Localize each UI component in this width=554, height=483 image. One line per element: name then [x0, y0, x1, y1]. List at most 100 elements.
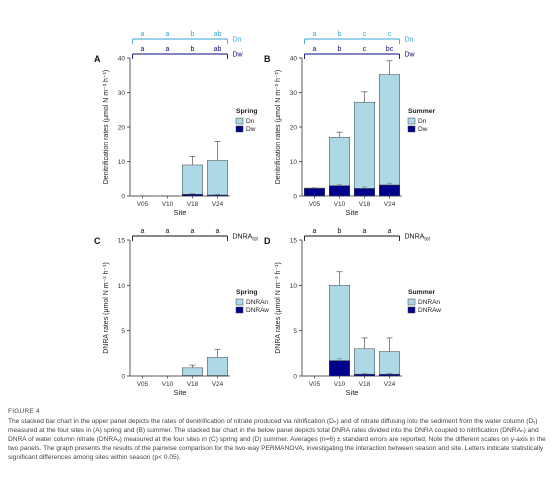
legend-label-dnran: DNRAn — [418, 299, 440, 306]
significance-letter: a — [313, 228, 317, 235]
figure-caption-text: The stacked bar chart in the upper panel… — [8, 418, 546, 461]
y-tick-label: 10 — [118, 283, 126, 290]
bar-segment-dnran — [207, 357, 228, 376]
y-tick-label: 10 — [290, 283, 298, 290]
y-tick-label: 0 — [293, 194, 297, 201]
y-axis-label: DNRA rates (μmol N m⁻² h⁻¹) — [103, 262, 110, 354]
legend-swatch-dnraw — [407, 306, 416, 314]
y-axis-label: Denitrification rates (μmol N m⁻² h⁻¹) — [275, 70, 282, 185]
bar-segment-dw — [182, 194, 203, 197]
legend-label-dw: Dw — [246, 126, 256, 133]
y-tick-label: 0 — [121, 374, 125, 381]
bracket-label-dn: Dn — [405, 37, 414, 44]
figure-panels: A 0 10 20 30 40 Denitrification rates (μmol N … — [94, 31, 441, 397]
x-tick-label: V05 — [309, 381, 321, 388]
y-tick-label: 10 — [290, 159, 298, 166]
y-tick-label: 20 — [118, 125, 126, 132]
bracket-label-dw: Dw — [405, 52, 416, 59]
x-tick-label: V10 — [162, 381, 174, 388]
y-tick-label: 40 — [118, 56, 126, 63]
bar-segment-dnraw — [354, 373, 375, 377]
x-axis-label: Site — [174, 388, 187, 397]
panel-letter: B — [264, 54, 271, 64]
significance-letter: c — [388, 31, 392, 38]
significance-letter: b — [338, 31, 342, 38]
x-tick-label: V05 — [137, 201, 149, 208]
legend-label-dnran: DNRAn — [246, 299, 268, 306]
bar-segment-dnran — [329, 285, 350, 361]
y-tick-label: 15 — [290, 238, 298, 245]
x-tick-label: V05 — [309, 201, 321, 208]
legend-label-dnraw: DNRAw — [246, 307, 269, 314]
panel-letter: C — [94, 236, 101, 246]
legend-title: Spring — [236, 108, 258, 115]
y-tick-label: 5 — [121, 328, 125, 335]
bar-segment-dnran — [379, 351, 400, 375]
legend-swatch-dw — [235, 125, 244, 133]
legend-swatch-dn — [407, 117, 416, 125]
significance-letter: ab — [214, 46, 222, 53]
y-axis-label: DNRA rates (μmol N m⁻² h⁻¹) — [275, 262, 282, 354]
y-tick-label: 40 — [290, 56, 298, 63]
x-tick-label: V24 — [212, 201, 224, 208]
significance-letter: a — [216, 228, 220, 235]
legend-swatch-dnran — [407, 298, 416, 306]
significance-letter: c — [363, 46, 367, 53]
significance-letter: a — [141, 46, 145, 53]
figure-label: FIGURE 4 — [8, 408, 40, 415]
x-tick-label: V18 — [187, 381, 199, 388]
y-tick-label: 10 — [118, 159, 126, 166]
y-tick-label: 5 — [293, 328, 297, 335]
significance-letter: a — [166, 228, 170, 235]
legend-label-dw: Dw — [418, 126, 428, 133]
significance-letter: a — [388, 228, 392, 235]
significance-letter: a — [191, 228, 195, 235]
bracket-label-dnratot: DNRAtot — [233, 234, 259, 243]
legend-swatch-dn — [235, 117, 244, 125]
panel-d: D 0 5 10 15 DNRA rates (μmol N m⁻² h⁻¹) V05 V10… — [264, 228, 441, 397]
bracket-label-dnratot: DNRAtot — [405, 234, 431, 243]
bar-segment-dw — [379, 184, 400, 197]
y-tick-label: 30 — [290, 90, 298, 97]
bar-segment-dw — [329, 185, 350, 197]
y-tick-label: 15 — [118, 238, 126, 245]
x-axis-label: Site — [346, 388, 359, 397]
bracket-label-dw: Dw — [233, 52, 244, 59]
y-tick-label: 30 — [118, 90, 126, 97]
bar-segment-dn — [354, 101, 375, 189]
x-tick-label: V18 — [187, 201, 199, 208]
bar-segment-dnran — [354, 348, 375, 375]
legend-label-dnraw: DNRAw — [418, 307, 441, 314]
significance-letter: bc — [386, 46, 394, 53]
panel-a: A 0 10 20 30 40 Denitrification rates (μmol N … — [94, 31, 258, 217]
y-tick-label: 0 — [121, 194, 125, 201]
significance-letter: b — [338, 228, 342, 235]
bar-segment-dn — [182, 164, 203, 195]
significance-letter: a — [363, 228, 367, 235]
bar-segment-dn — [207, 160, 228, 196]
significance-letter: a — [313, 31, 317, 38]
significance-letter: b — [191, 31, 195, 38]
legend-swatch-dnraw — [235, 306, 244, 314]
significance-letter: a — [313, 46, 317, 53]
x-tick-label: V18 — [359, 201, 371, 208]
x-tick-label: V24 — [384, 381, 396, 388]
legend-title: Summer — [408, 108, 436, 115]
x-axis-label: Site — [346, 208, 359, 217]
legend-label-dn: Dn — [246, 118, 255, 125]
legend-label-dn: Dn — [418, 118, 427, 125]
panel-b: B 0 10 20 30 40 Denitrification rates (μmol N … — [264, 31, 436, 217]
x-tick-label: V10 — [334, 381, 346, 388]
bar-segment-dn — [379, 74, 400, 186]
legend-title: Summer — [408, 289, 436, 296]
legend-swatch-dnran — [235, 298, 244, 306]
x-tick-label: V24 — [212, 381, 224, 388]
bar-segment-dn — [329, 137, 350, 186]
significance-letter: b — [338, 46, 342, 53]
y-tick-label: 0 — [293, 374, 297, 381]
x-tick-label: V18 — [359, 381, 371, 388]
legend-swatch-dw — [407, 125, 416, 133]
significance-letter: c — [363, 31, 367, 38]
significance-letter: ab — [214, 31, 222, 38]
significance-letter: a — [141, 31, 145, 38]
